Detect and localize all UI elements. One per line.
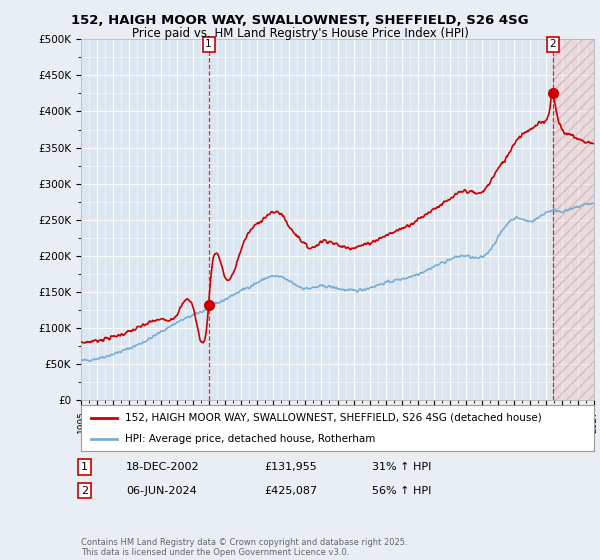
Text: 56% ↑ HPI: 56% ↑ HPI bbox=[372, 486, 431, 496]
Text: £425,087: £425,087 bbox=[264, 486, 317, 496]
Bar bbox=[553, 39, 594, 400]
Text: 18-DEC-2002: 18-DEC-2002 bbox=[126, 462, 200, 472]
Text: 2: 2 bbox=[81, 486, 88, 496]
Text: 152, HAIGH MOOR WAY, SWALLOWNEST, SHEFFIELD, S26 4SG (detached house): 152, HAIGH MOOR WAY, SWALLOWNEST, SHEFFI… bbox=[125, 413, 541, 423]
Text: 2: 2 bbox=[550, 39, 556, 49]
Text: 06-JUN-2024: 06-JUN-2024 bbox=[126, 486, 197, 496]
Text: 1: 1 bbox=[205, 39, 212, 49]
Text: Contains HM Land Registry data © Crown copyright and database right 2025.
This d: Contains HM Land Registry data © Crown c… bbox=[81, 538, 407, 557]
Text: Price paid vs. HM Land Registry's House Price Index (HPI): Price paid vs. HM Land Registry's House … bbox=[131, 27, 469, 40]
Text: HPI: Average price, detached house, Rotherham: HPI: Average price, detached house, Roth… bbox=[125, 435, 375, 444]
Text: £131,955: £131,955 bbox=[264, 462, 317, 472]
Text: 1: 1 bbox=[81, 462, 88, 472]
Text: 31% ↑ HPI: 31% ↑ HPI bbox=[372, 462, 431, 472]
Text: 152, HAIGH MOOR WAY, SWALLOWNEST, SHEFFIELD, S26 4SG: 152, HAIGH MOOR WAY, SWALLOWNEST, SHEFFI… bbox=[71, 14, 529, 27]
